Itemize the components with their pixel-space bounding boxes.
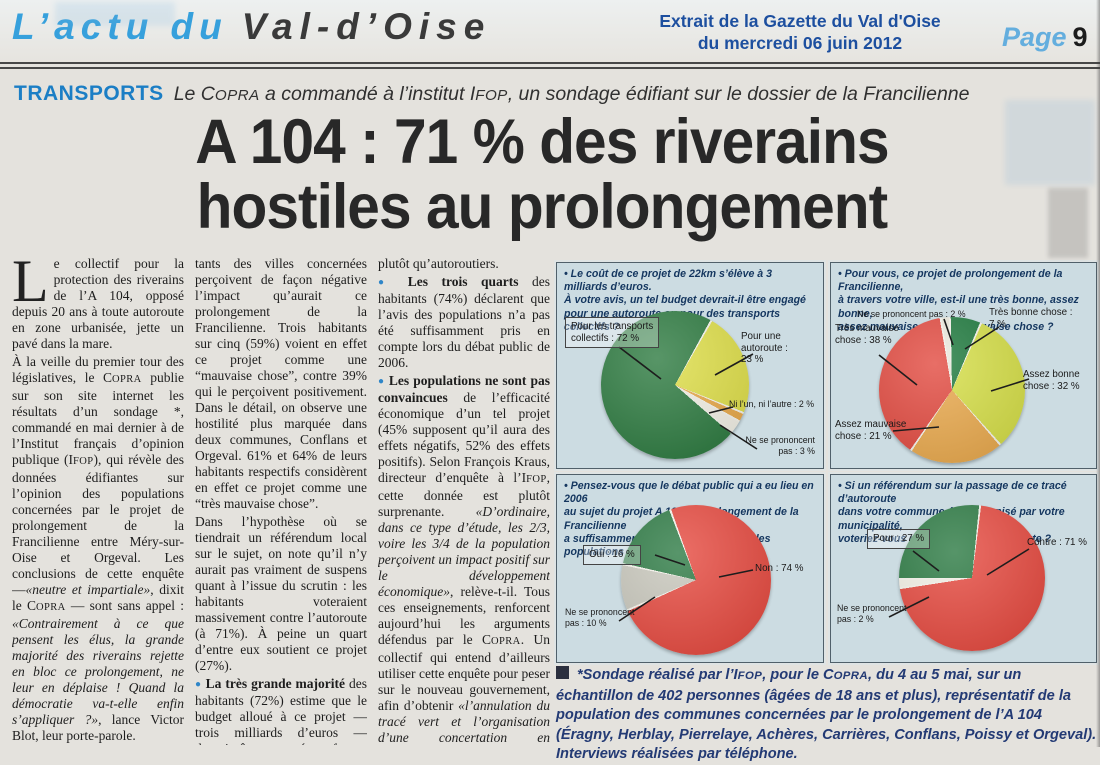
pie-label: Assez bonne chose : 32 % xyxy=(1023,369,1080,392)
footnote-text: *Sondage réalisé par l’IFOP, pour le COP… xyxy=(556,667,1097,762)
page-number: 9 xyxy=(1072,22,1088,52)
brand-light-part: L’actu du xyxy=(12,6,228,47)
survey-chart-panel-3: • Pensez-vous que le débat public qui a … xyxy=(556,474,824,663)
pie-label: Pour une autoroute : 23 % xyxy=(741,331,788,365)
survey-chart-panel-1: • Le coût de ce projet de 22km s’élève à… xyxy=(556,262,824,469)
pie-label: Ne se prononcent pas : 2 % xyxy=(857,309,966,319)
headline-line-2: hostiles au prolongement xyxy=(196,172,889,242)
pie-label: Assez mauvaise chose : 21 % xyxy=(835,419,907,442)
masthead-divider xyxy=(0,62,1100,69)
section-label: TRANSPORTS xyxy=(14,82,164,105)
paragraph: ● La très grande majorité des habitants … xyxy=(195,676,367,745)
paragraph: À la veille du premier tour des législat… xyxy=(12,354,184,743)
gazette-source: Extrait de la Gazette du Val d'Oise du m… xyxy=(600,10,1000,54)
print-bleed-artifact xyxy=(1048,188,1088,258)
article-column-2: tants des villes concernées perçoivent d… xyxy=(195,256,367,745)
pie-label: Ne se prononcent pas : 10 % xyxy=(565,607,635,628)
pie-label: Non : 74 % xyxy=(755,563,804,574)
article-column-3: plutôt qu’autoroutiers. ● Les trois quar… xyxy=(378,256,550,745)
headline-line-1: A 104 : 71 % des riverains xyxy=(195,107,889,177)
paragraph: ● Les trois quarts des habitants (74%) d… xyxy=(378,274,550,370)
pie-label: Ne se prononcent pas : 2 % xyxy=(837,603,907,624)
drop-cap: L xyxy=(12,256,49,314)
section-kicker: TRANSPORTS Le COPRA a commandé à l’instit… xyxy=(14,82,1094,106)
kicker-text: Le COPRA a commandé à l’institut IFOP, u… xyxy=(173,83,970,105)
pie-label: Ni l’un, ni l’autre : 2 % xyxy=(729,399,815,409)
newspaper-brand: L’actu du Val-d’Oise xyxy=(12,6,491,48)
pie-label: Très mauvaise chose : 38 % xyxy=(835,323,899,346)
pie-label: Oui : 16 % xyxy=(583,545,641,565)
square-bullet-icon xyxy=(556,666,569,679)
paragraph: tants des villes concernées perçoivent d… xyxy=(195,256,367,511)
headline: A 104 : 71 % des riverains hostiles au p… xyxy=(35,110,1049,240)
masthead: L’actu du Val-d’Oise Extrait de la Gazett… xyxy=(0,0,1100,62)
source-line-2: du mercredi 06 juin 2012 xyxy=(697,33,903,53)
paragraph: plutôt qu’autoroutiers. xyxy=(378,256,499,271)
paragraph: ● Les populations ne sont pas convaincue… xyxy=(378,373,550,745)
brand-dark-part: Val-d’Oise xyxy=(241,6,492,47)
pie-label: Pour : 27 % xyxy=(867,529,931,549)
survey-chart-panel-2: • Pour vous, ce projet de prolongement d… xyxy=(830,262,1097,469)
page-word: Page xyxy=(1002,22,1067,52)
pie-label: Contre : 71 % xyxy=(1027,537,1087,548)
source-line-1: Extrait de la Gazette du Val d'Oise xyxy=(659,11,941,31)
survey-chart-panel-4: • Si un référendum sur la passage de ce … xyxy=(830,474,1097,663)
pie-label: Ne se prononcent pas : 3 % xyxy=(745,435,815,456)
paragraph: Dans l’hypothèse où se tiendrait un réfé… xyxy=(195,514,367,673)
pie-label: Pour les transports collectifs : 72 % xyxy=(565,317,660,348)
pie-label: Très bonne chose : 7 % xyxy=(989,307,1073,330)
page-indicator: Page 9 xyxy=(1002,22,1088,53)
pie-chart-debat xyxy=(621,505,771,655)
survey-footnote: *Sondage réalisé par l’IFOP, pour le COP… xyxy=(556,666,1097,765)
pie-chart-referendum xyxy=(899,505,1045,651)
